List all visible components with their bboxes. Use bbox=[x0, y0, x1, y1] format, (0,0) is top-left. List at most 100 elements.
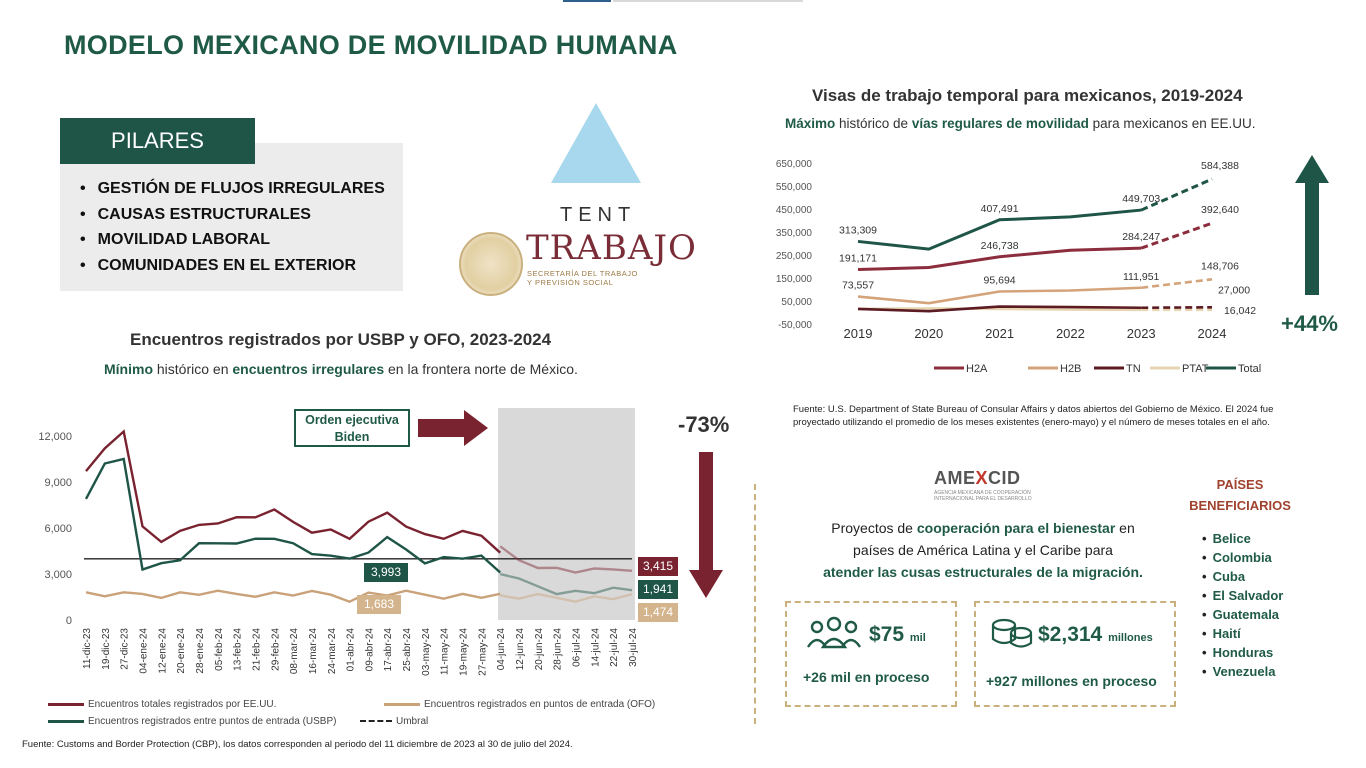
x-tick-label: 01-abr-24 bbox=[346, 628, 357, 672]
legend-item-umbral: Umbral bbox=[360, 716, 428, 727]
progress-track bbox=[613, 0, 803, 2]
x-tick-label: 12-jun-24 bbox=[515, 628, 526, 671]
x-tick-label: 28-ene-24 bbox=[195, 628, 206, 674]
x-tick-label: 08-mar-24 bbox=[289, 628, 300, 675]
series-line bbox=[857, 307, 1142, 312]
coop-line-1: Proyectos de cooperación para el bienest… bbox=[800, 517, 1166, 539]
legend-item-usbp: Encuentros registrados entre puntos de e… bbox=[48, 716, 336, 727]
pilar-item: COMUNIDADES EN EL EXTERIOR bbox=[80, 253, 385, 279]
y-tick-label: 0 bbox=[66, 615, 72, 627]
x-tick-label: 2024 bbox=[1198, 326, 1227, 341]
sub-text: histórico de bbox=[835, 116, 912, 131]
y-tick-label: -50,000 bbox=[778, 320, 812, 331]
legend-label: PTAT bbox=[1182, 363, 1209, 375]
series-line bbox=[857, 286, 1142, 305]
sub-bold-maximo: Máximo bbox=[785, 116, 836, 131]
logo-part: AME bbox=[934, 468, 976, 488]
x-tick-label: 03-may-24 bbox=[421, 628, 432, 676]
encuentros-pct: -73% bbox=[678, 412, 730, 437]
x-tick-label: 27-may-24 bbox=[477, 628, 488, 676]
x-tick-label: 09-abr-24 bbox=[364, 628, 375, 672]
pais-item: Belice bbox=[1202, 529, 1283, 548]
x-tick-label: 2019 bbox=[844, 326, 873, 341]
logo-secretaria-line1: SECRETARÍA DEL TRABAJO bbox=[527, 269, 638, 278]
y-tick-label: 3,000 bbox=[44, 569, 72, 581]
cooperacion-text: Proyectos de cooperación para el bienest… bbox=[800, 517, 1166, 583]
pais-item: Honduras bbox=[1202, 643, 1283, 662]
x-tick-label: 29-feb-24 bbox=[270, 628, 281, 671]
mexico-seal-icon bbox=[459, 232, 523, 296]
orden-arrow-icon bbox=[418, 410, 488, 446]
series-line-projected bbox=[1140, 177, 1213, 212]
y-tick-label: 650,000 bbox=[776, 159, 813, 170]
pais-item: Venezuela bbox=[1202, 662, 1283, 681]
up-arrow-icon bbox=[1295, 155, 1329, 295]
page-title: MODELO MEXICANO DE MOVILIDAD HUMANA bbox=[64, 30, 678, 60]
series-line-projected bbox=[1140, 221, 1213, 250]
sub-text: histórico en bbox=[153, 361, 233, 377]
x-tick-label: 2021 bbox=[985, 326, 1014, 341]
pais-item: Colombia bbox=[1202, 548, 1283, 567]
orden-ejecutiva-label: Orden ejecutiva Biden bbox=[294, 409, 410, 447]
legend-label: Encuentros totales registrados por EE.UU… bbox=[88, 699, 277, 710]
people-icon bbox=[806, 616, 862, 649]
coop-line-2: países de América Latina y el Caribe par… bbox=[853, 542, 1113, 558]
end-total-badge: 3,415 bbox=[638, 557, 678, 576]
series-line bbox=[85, 589, 501, 604]
coop-text: Proyectos de bbox=[831, 520, 917, 536]
card1-value-wrap: $75 mil bbox=[869, 623, 926, 647]
series-line-after bbox=[499, 592, 633, 603]
pilares-heading: PILARES bbox=[60, 118, 255, 164]
x-tick-label: 24-mar-24 bbox=[327, 628, 338, 675]
visas-source: Fuente: U.S. Department of State Bureau … bbox=[793, 404, 1274, 428]
card-personas: $75 mil +26 mil en proceso bbox=[785, 601, 957, 707]
y-tick-label: 450,000 bbox=[776, 205, 813, 216]
x-tick-label: 11-dic-23 bbox=[82, 628, 93, 669]
end-ofo-badge: 1,474 bbox=[638, 603, 678, 622]
visas-pct: +44% bbox=[1281, 311, 1338, 336]
x-tick-label: 20-jun-24 bbox=[534, 628, 545, 671]
x-tick-label: 05-feb-24 bbox=[214, 628, 225, 671]
legend-label: TN bbox=[1126, 363, 1141, 375]
data-label: 392,640 bbox=[1201, 204, 1239, 216]
sub-text-end: para mexicanos en EE.UU. bbox=[1088, 116, 1256, 131]
data-label: 111,951 bbox=[1123, 271, 1160, 283]
data-label: 148,706 bbox=[1201, 260, 1239, 272]
logo-part: CID bbox=[988, 468, 1021, 488]
pilar-item: GESTIÓN DE FLUJOS IRREGULARES bbox=[80, 176, 385, 202]
x-tick-label: 14-jul-24 bbox=[590, 628, 601, 667]
card2-unit: millones bbox=[1108, 632, 1153, 644]
data-label: 16,042 bbox=[1224, 305, 1256, 317]
x-tick-label: 27-dic-23 bbox=[120, 628, 131, 670]
data-label: 27,000 bbox=[1218, 284, 1250, 296]
y-tick-label: 50,000 bbox=[781, 297, 812, 308]
sub-bold-vias: vías regulares de movilidad bbox=[911, 116, 1089, 131]
logo-trabajo: TRABAJO bbox=[526, 228, 697, 268]
data-label: 191,171 bbox=[839, 253, 877, 265]
progress-indicator bbox=[563, 0, 611, 2]
x-tick-label: 2023 bbox=[1127, 326, 1156, 341]
x-tick-label: 22-jul-24 bbox=[609, 628, 620, 667]
x-tick-label: 19-may-24 bbox=[459, 628, 470, 676]
x-tick-label: 16-mar-24 bbox=[308, 628, 319, 675]
series-line bbox=[857, 305, 1142, 313]
coins-icon bbox=[991, 618, 1033, 648]
triangle-logo bbox=[551, 103, 641, 183]
x-tick-label: 20-ene-24 bbox=[176, 628, 187, 674]
logo-secretaria-line2: Y PREVISIÓN SOCIAL bbox=[527, 278, 614, 287]
coop-bold: cooperación para el bienestar bbox=[916, 520, 1116, 536]
series-line bbox=[85, 429, 502, 554]
y-tick-label: 12,000 bbox=[38, 431, 72, 443]
legend-label: Encuentros registrados entre puntos de e… bbox=[88, 716, 337, 727]
series-line-after bbox=[499, 545, 633, 574]
data-label: 407,491 bbox=[981, 203, 1019, 215]
data-label: 584,388 bbox=[1201, 160, 1239, 172]
x-tick-label: 17-abr-24 bbox=[383, 628, 394, 672]
pilar-item: CAUSAS ESTRUCTURALES bbox=[80, 202, 385, 228]
x-tick-label: 12-ene-24 bbox=[157, 628, 168, 674]
umbral-badge: 3,993 bbox=[364, 563, 408, 582]
legend-item-total: Encuentros totales registrados por EE.UU… bbox=[48, 699, 276, 710]
data-label: 246,738 bbox=[981, 240, 1019, 252]
down-arrow-icon bbox=[689, 452, 723, 598]
y-tick-label: 250,000 bbox=[776, 251, 813, 262]
